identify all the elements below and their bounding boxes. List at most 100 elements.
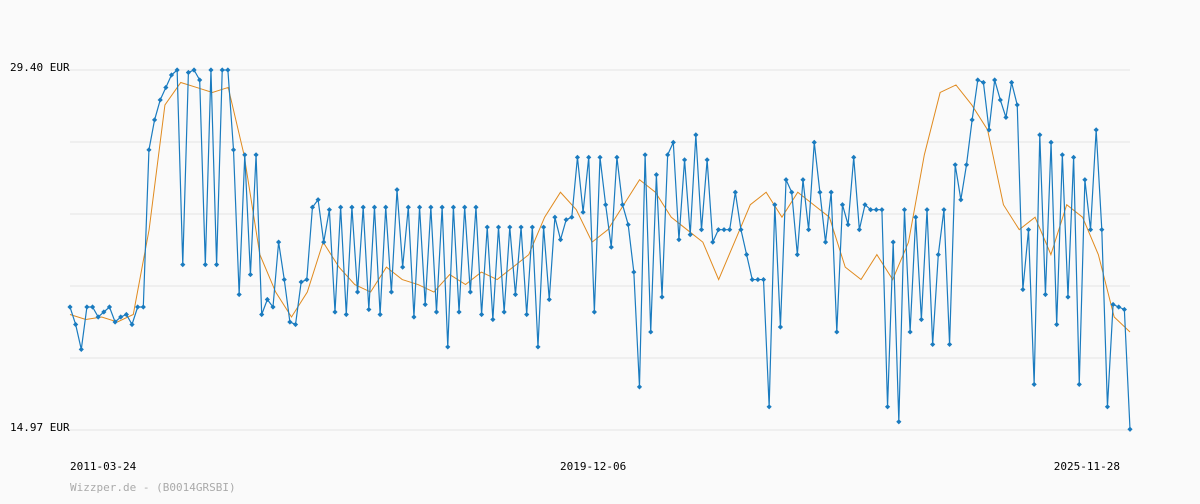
price-marker <box>73 321 79 328</box>
price-marker <box>1121 306 1127 313</box>
price-marker <box>732 189 738 195</box>
x-tick-label: 2019-12-06 <box>560 460 626 473</box>
price-marker <box>879 207 885 213</box>
price-marker <box>129 321 135 328</box>
price-marker <box>524 311 530 318</box>
price-marker <box>873 207 879 213</box>
y-tick-label: 29.40 EUR <box>10 61 70 74</box>
price-marker <box>118 314 124 320</box>
price-marker <box>760 276 767 283</box>
price-marker <box>219 67 225 73</box>
price-marker <box>1093 127 1099 133</box>
price-marker <box>236 291 242 298</box>
price-marker <box>247 271 254 278</box>
price-marker <box>636 384 643 390</box>
price-marker <box>1082 177 1088 183</box>
price-marker <box>676 237 682 243</box>
price-marker <box>242 152 248 158</box>
price-marker <box>856 227 862 233</box>
price-marker <box>941 207 947 213</box>
price-marker <box>789 189 795 195</box>
price-marker <box>360 204 366 210</box>
price-marker <box>1127 426 1133 432</box>
price-marker <box>738 227 744 233</box>
price-marker <box>834 329 840 335</box>
price-marker <box>721 227 727 233</box>
price-marker <box>1104 404 1111 410</box>
price-line <box>69 68 1131 430</box>
price-marker <box>225 67 231 73</box>
price-marker <box>478 311 485 318</box>
price-marker <box>811 139 817 145</box>
price-marker <box>213 261 220 268</box>
price-marker <box>507 224 513 230</box>
price-marker <box>828 189 834 195</box>
price-marker <box>422 301 428 308</box>
price-marker <box>112 319 118 325</box>
price-marker <box>197 77 203 83</box>
price-marker <box>259 311 265 318</box>
price-marker <box>901 207 908 213</box>
x-tick-label: 2025-11-28 <box>1054 460 1120 473</box>
price-marker <box>687 232 693 238</box>
price-marker <box>484 224 490 230</box>
price-marker <box>202 261 208 268</box>
price-marker <box>1116 304 1122 310</box>
price-marker <box>388 289 394 295</box>
price-marker <box>405 204 411 210</box>
price-marker <box>163 84 169 91</box>
price-marker <box>743 252 750 258</box>
price-marker <box>642 152 648 158</box>
price-marker <box>439 204 445 210</box>
price-marker <box>924 207 930 213</box>
price-marker <box>467 289 473 295</box>
price-marker <box>78 346 84 353</box>
price-marker <box>648 329 654 335</box>
price-marker <box>935 252 941 258</box>
price-marker <box>270 304 276 310</box>
price-marker <box>1008 79 1015 86</box>
price-marker <box>326 207 332 213</box>
price-marker <box>366 306 372 313</box>
price-marker <box>157 97 163 103</box>
price-marker <box>135 304 141 310</box>
price-marker <box>123 311 129 318</box>
price-marker <box>665 152 671 158</box>
price-marker <box>597 154 603 160</box>
price-marker <box>518 224 524 230</box>
price-marker <box>1020 286 1026 293</box>
price-marker <box>952 162 958 168</box>
price-marker <box>907 329 913 335</box>
price-marker <box>574 154 581 160</box>
price-marker <box>1037 132 1043 138</box>
price-marker <box>969 117 975 123</box>
price-marker <box>800 177 806 183</box>
price-marker <box>281 276 287 283</box>
price-marker <box>529 224 535 230</box>
price-marker <box>191 67 197 73</box>
price-marker <box>84 304 90 310</box>
x-tick-label: 2011-03-24 <box>70 460 137 473</box>
price-marker <box>253 152 259 158</box>
price-marker <box>354 289 361 295</box>
price-marker <box>501 309 507 315</box>
price-marker <box>208 67 214 73</box>
price-marker <box>1076 381 1082 387</box>
price-marker <box>146 147 152 153</box>
price-marker <box>619 202 626 208</box>
price-marker <box>755 276 761 283</box>
price-marker <box>749 276 755 283</box>
price-marker <box>287 319 293 325</box>
price-marker <box>715 227 722 233</box>
price-marker <box>631 269 637 275</box>
price-marker <box>445 344 451 350</box>
price-marker <box>106 304 113 310</box>
price-marker <box>394 187 400 193</box>
price-marker <box>180 261 186 268</box>
price-marker <box>794 252 800 258</box>
price-marker <box>710 239 716 245</box>
price-marker <box>992 77 998 83</box>
price-marker <box>450 204 457 210</box>
price-marker <box>95 314 101 320</box>
price-marker <box>416 204 423 210</box>
